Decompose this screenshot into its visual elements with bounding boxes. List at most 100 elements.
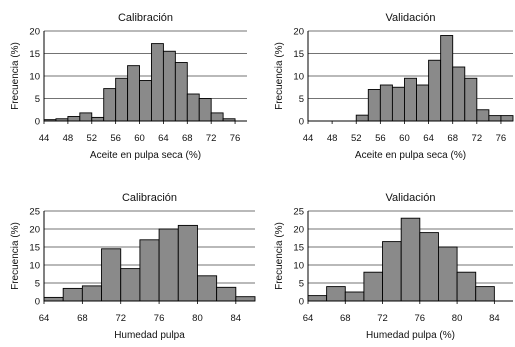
x-axis-label: Humedad pulpa [114, 330, 185, 341]
histogram-bar [428, 59, 442, 122]
x-tick-label: 64 [303, 313, 314, 324]
histogram-bar [456, 271, 477, 302]
histogram-bar [177, 224, 198, 302]
histogram-bar [216, 286, 237, 302]
histogram-bar [43, 296, 64, 302]
histogram-bar [416, 84, 430, 122]
y-tick-label: 25 [293, 207, 304, 218]
y-tick-label: 10 [293, 261, 304, 272]
y-tick-label: 5 [299, 94, 304, 105]
x-tick-label: 60 [134, 133, 145, 144]
y-axis-label: Frecuencia (%) [274, 42, 285, 110]
histogram-bar [127, 65, 140, 122]
y-tick-label: 5 [299, 279, 304, 290]
x-tick-label: 76 [154, 313, 165, 324]
x-tick-label: 64 [158, 133, 169, 144]
y-tick-label: 0 [299, 117, 304, 128]
x-tick-label: 84 [489, 313, 500, 324]
histogram-bar [476, 109, 490, 122]
histogram-bar [91, 116, 105, 122]
y-tick-label: 15 [29, 243, 40, 254]
chart-title: Calibración [122, 192, 177, 204]
histogram-bar [198, 98, 212, 122]
histogram-bar [452, 66, 466, 122]
histogram-bar [103, 88, 117, 122]
x-axis-label: Aceite en pulpa seca (%) [355, 150, 466, 161]
x-tick-label: 44 [39, 133, 50, 144]
histogram-bar [62, 287, 83, 302]
x-axis-label: Aceite en pulpa seca (%) [90, 150, 201, 161]
histogram-bar [101, 248, 122, 302]
x-tick-label: 72 [206, 133, 217, 144]
x-tick-label: 68 [182, 133, 193, 144]
x-tick-label: 56 [110, 133, 121, 144]
histogram-bar [404, 77, 417, 122]
x-tick-label: 64 [423, 133, 434, 144]
histogram-bar [120, 268, 141, 302]
y-tick-label: 0 [299, 297, 304, 308]
histogram-bar [367, 89, 381, 122]
y-tick-label: 25 [29, 207, 40, 218]
y-tick-label: 10 [293, 72, 304, 83]
histogram-bar [79, 112, 93, 122]
histogram-panel-1: Calibración 0 5 10 15 20 44 48 52 56 60 64 68 72 76 Ace… [10, 12, 247, 161]
x-tick-label: 72 [115, 313, 126, 324]
histogram-bar [344, 291, 365, 302]
x-tick-label: 44 [303, 133, 314, 144]
histogram-bar [379, 84, 393, 122]
histogram-bar [186, 93, 200, 122]
histogram-bar [438, 246, 458, 302]
histogram-bar [139, 80, 152, 122]
y-tick-label: 20 [293, 225, 304, 236]
y-tick-label: 0 [35, 117, 40, 128]
histogram-bar [419, 232, 439, 302]
histogram-bar [307, 295, 328, 302]
histogram-bar [235, 296, 256, 302]
histogram-bar [355, 114, 369, 122]
y-axis-label: Frecuencia (%) [10, 42, 21, 110]
histogram-bar [81, 285, 102, 302]
x-tick-label: 84 [231, 313, 242, 324]
y-tick-label: 5 [35, 94, 40, 105]
y-axis-label: Frecuencia (%) [10, 222, 21, 290]
chart-title: Calibración [118, 12, 173, 24]
chart-title: Validación [386, 192, 436, 204]
histogram-bar [197, 275, 218, 302]
x-tick-label: 68 [77, 313, 88, 324]
histogram-bar [464, 77, 478, 122]
histogram-bar [475, 286, 495, 302]
y-tick-label: 0 [35, 297, 40, 308]
histogram-bar [326, 286, 346, 302]
histogram-bar [162, 50, 176, 122]
x-tick-label: 52 [86, 133, 97, 144]
chart-title: Validación [386, 12, 436, 24]
y-tick-label: 15 [293, 49, 304, 60]
x-tick-label: 52 [351, 133, 362, 144]
y-axis-label: Frecuencia (%) [274, 222, 285, 290]
histogram-panel-2: Validación 0 5 10 15 20 44 48 52 56 60 64 68 72 76 Acei… [274, 12, 514, 161]
histogram-bar [139, 239, 160, 302]
y-tick-label: 15 [29, 49, 40, 60]
histogram-bar [400, 217, 421, 302]
x-tick-label: 80 [452, 313, 463, 324]
y-tick-label: 10 [29, 261, 40, 272]
y-tick-label: 5 [35, 279, 40, 290]
x-tick-label: 76 [415, 313, 426, 324]
y-tick-label: 20 [293, 27, 304, 38]
histogram-bar [440, 35, 454, 122]
histogram-panel-3: Calibración 0 5 10 15 20 25 64 68 72 76 80 84 Humedad… [10, 192, 256, 341]
histogram-bar [391, 86, 405, 122]
histogram-bar [151, 43, 164, 122]
histogram-bar [382, 241, 402, 302]
x-tick-label: 60 [399, 133, 410, 144]
histogram-bar [174, 62, 188, 122]
y-tick-label: 20 [29, 27, 40, 38]
histogram-bar [210, 112, 224, 122]
histogram-bar [158, 228, 179, 302]
histogram-bar [115, 77, 129, 122]
histogram-bar [500, 115, 514, 122]
x-tick-label: 72 [472, 133, 483, 144]
x-axis-label: Humedad pulpa (%) [366, 330, 455, 341]
